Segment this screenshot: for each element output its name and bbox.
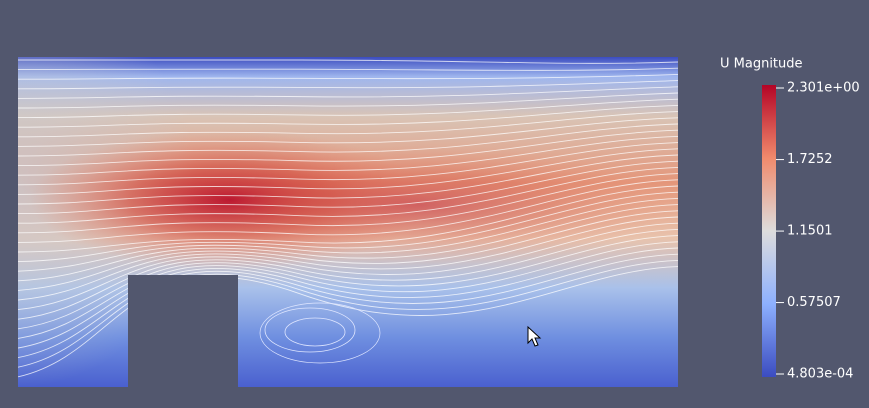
legend-tick-label: 1.7252 <box>787 152 833 167</box>
render-view: U Magnitude 2.301e+00 1.7252 1.1501 0.57507… <box>0 0 869 408</box>
legend-ticks: 2.301e+00 1.7252 1.1501 0.57507 4.803e-04 <box>776 81 860 382</box>
legend-tick-label: 4.803e-04 <box>787 367 853 382</box>
flow-field <box>18 57 680 387</box>
obstacle <box>128 275 238 387</box>
legend-tick-label: 1.1501 <box>787 224 833 239</box>
legend-title: U Magnitude <box>720 57 803 72</box>
legend-tick-label: 2.301e+00 <box>787 81 860 96</box>
legend-tick-label: 0.57507 <box>787 295 841 310</box>
color-bar <box>762 85 776 377</box>
